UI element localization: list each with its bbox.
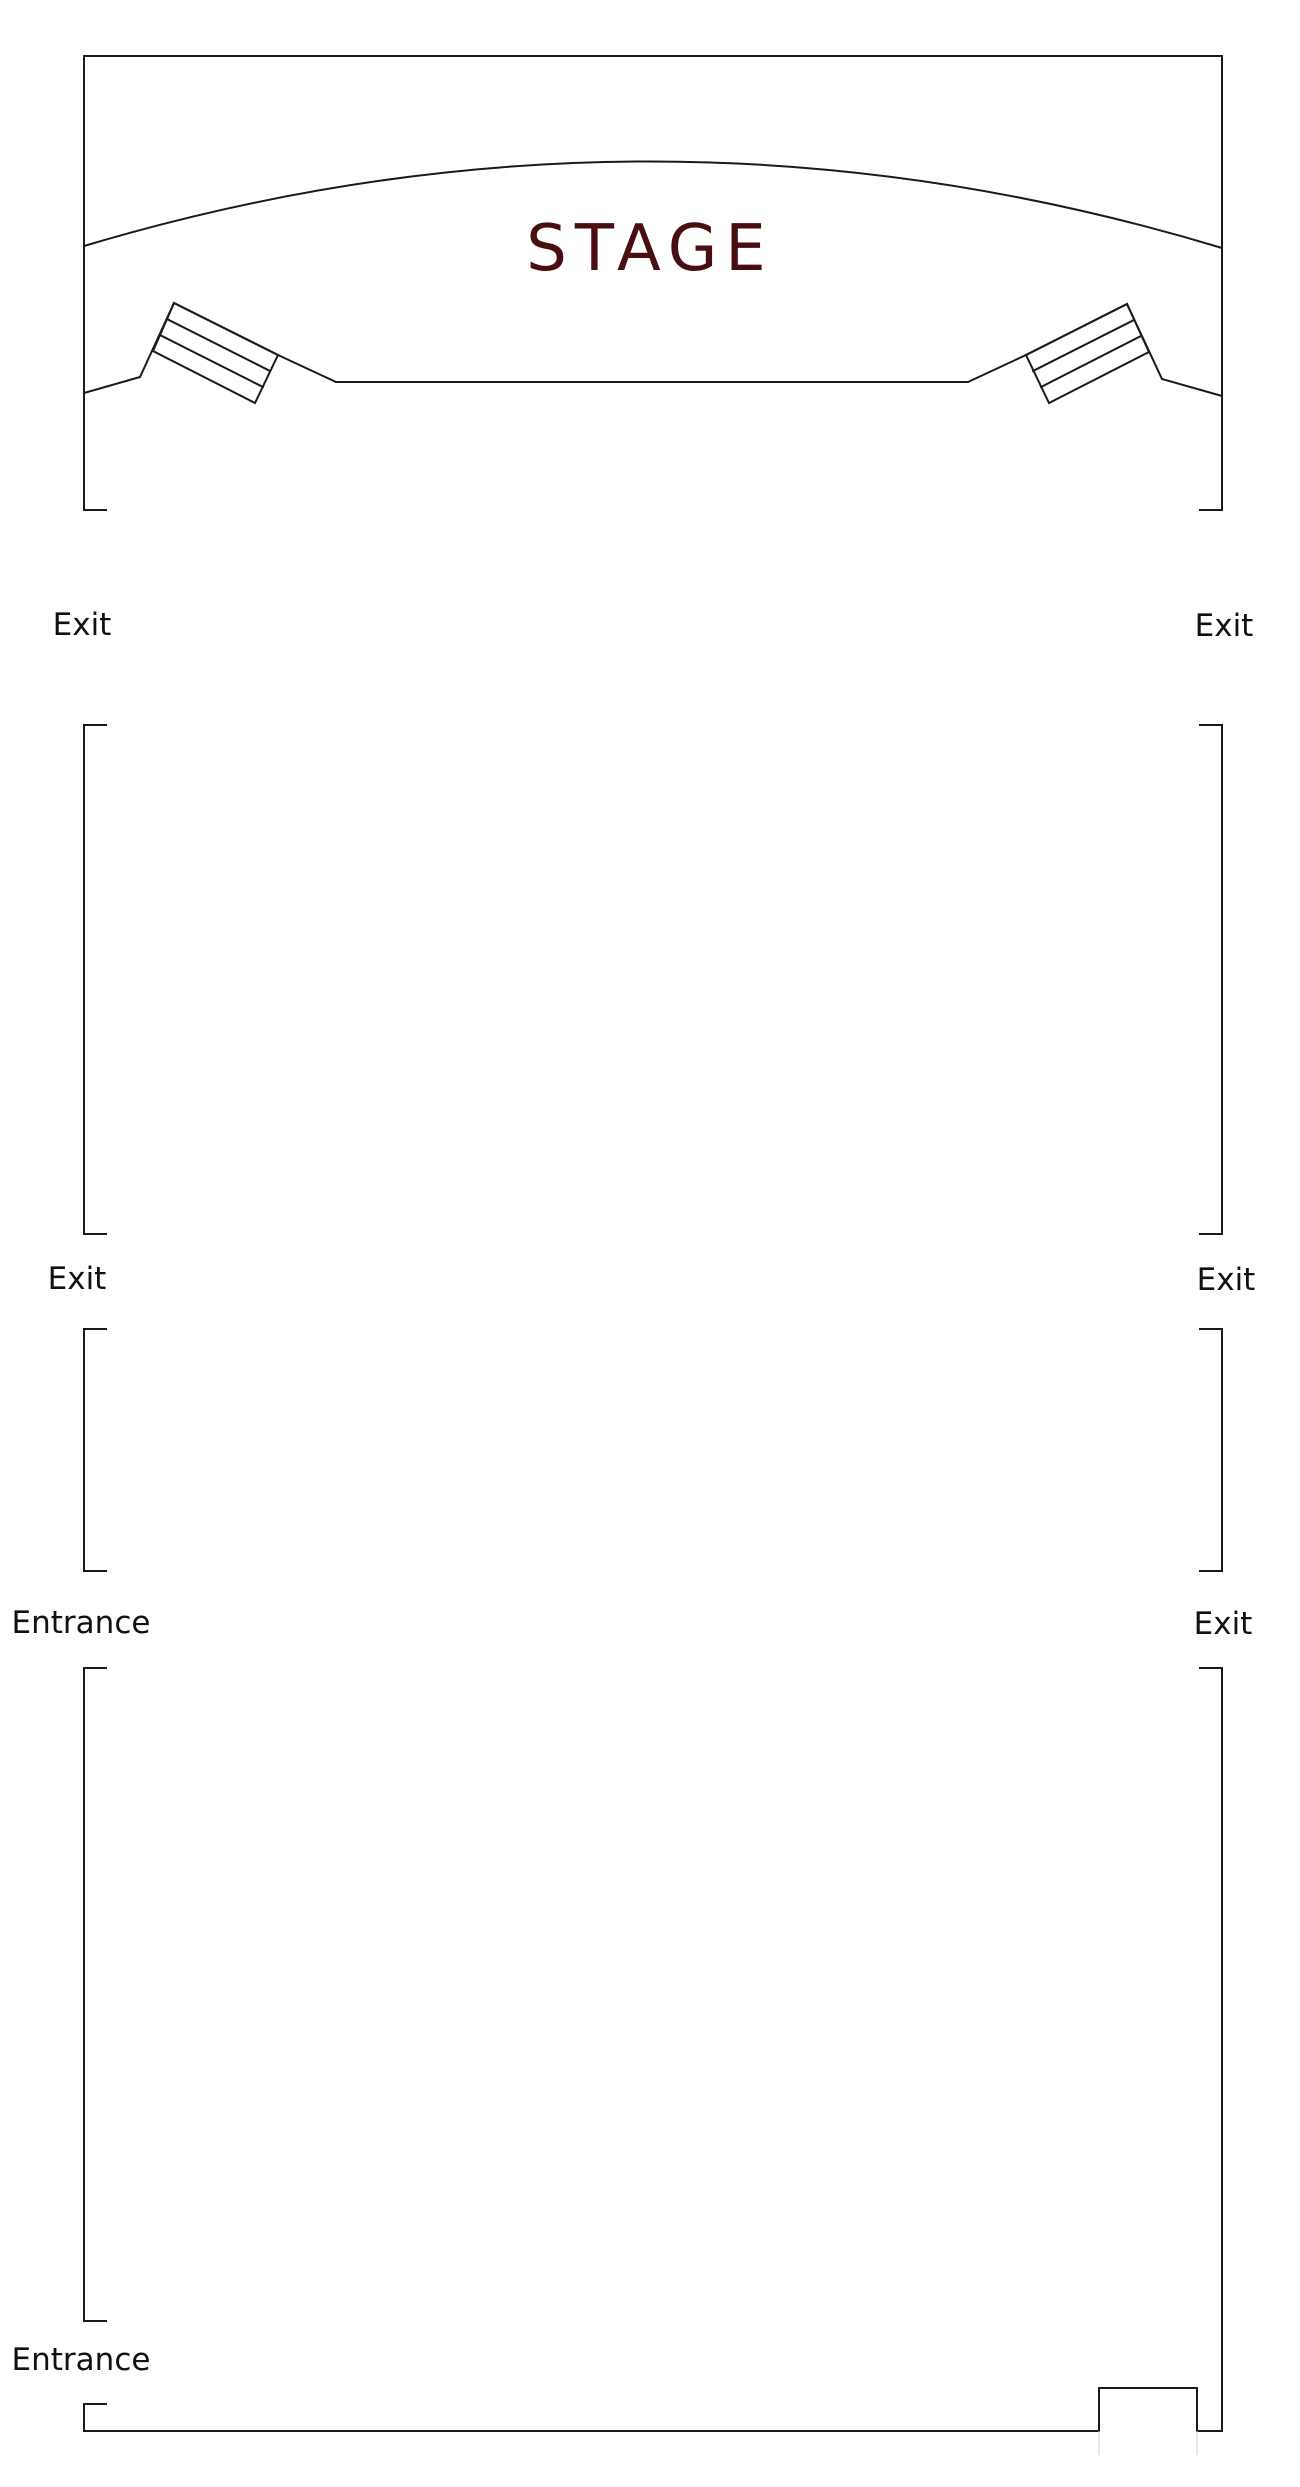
right-wall-segment-2 bbox=[1199, 1328, 1223, 1572]
right-exit-label-1: Exit bbox=[1195, 608, 1254, 644]
stage-outer-wall bbox=[83, 55, 1223, 511]
stage-steps-right bbox=[1024, 302, 1151, 405]
bottom-wall bbox=[83, 1667, 1223, 2432]
left-wall-segment-1 bbox=[83, 724, 107, 1235]
stage-back-curve bbox=[82, 160, 1224, 250]
right-exit-label-2: Exit bbox=[1197, 1262, 1256, 1298]
stage-label: STAGE bbox=[526, 212, 773, 286]
right-exit-label-3: Exit bbox=[1194, 1606, 1253, 1642]
stage-area: STAGE bbox=[82, 55, 1224, 511]
left-entrance-label-2: Entrance bbox=[12, 2342, 151, 2378]
left-wall-segment-3 bbox=[83, 1667, 107, 2322]
stage-steps-left bbox=[151, 301, 280, 405]
right-wall-segment-1 bbox=[1199, 724, 1223, 1235]
left-entrance-label-1: Entrance bbox=[12, 1605, 151, 1641]
left-exit-label-1: Exit bbox=[53, 607, 112, 643]
left-exit-label-2: Exit bbox=[48, 1261, 107, 1297]
left-wall-segment-2 bbox=[83, 1328, 107, 1572]
